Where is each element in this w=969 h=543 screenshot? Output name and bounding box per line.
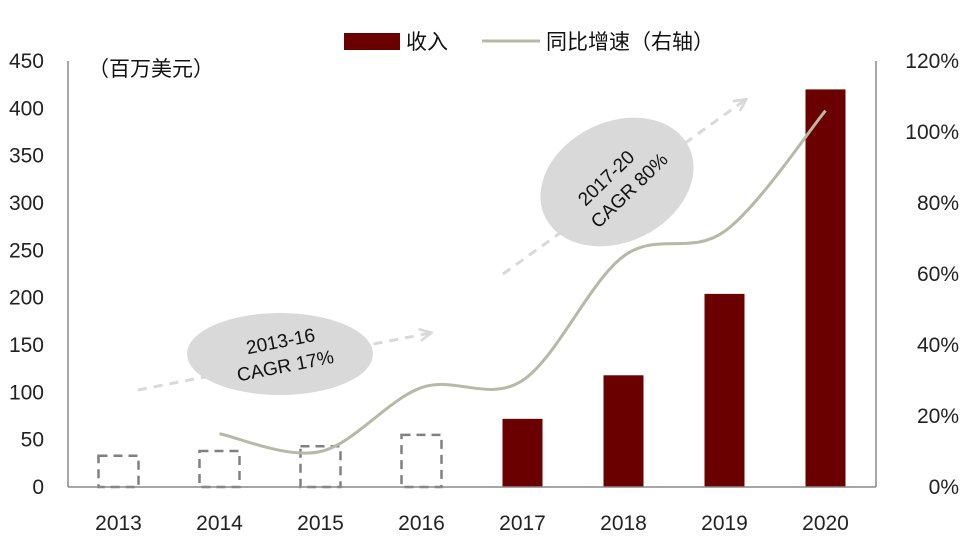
bar-2017 [502, 418, 543, 487]
left-tick-label: 50 [21, 429, 44, 452]
right-tick-label: 120% [905, 50, 959, 73]
right-tick-label: 80% [917, 192, 959, 215]
x-tick-label: 2015 [297, 512, 344, 535]
left-tick-label: 150 [9, 334, 44, 357]
left-tick-label: 300 [9, 192, 44, 215]
x-tick-label: 2016 [398, 512, 445, 535]
annotation-group: 2013-16 CAGR 17% 2017-20 CAGR 80% [137, 93, 745, 395]
x-tick-label: 2017 [499, 512, 546, 535]
left-axis-ticks: 0 50 100 150 200 250 300 350 400 450 [9, 50, 44, 499]
x-tick-label: 2018 [600, 512, 647, 535]
bar-2018 [603, 375, 644, 487]
right-axis-ticks: 0% 20% 40% 60% 80% 100% 120% [905, 50, 959, 499]
x-tick-label: 2013 [95, 512, 142, 535]
bar-2015 [299, 445, 342, 489]
legend: 收入 同比增速（右轴） [344, 30, 714, 54]
x-tick-label: 2014 [196, 512, 243, 535]
right-tick-label: 0% [929, 476, 959, 499]
left-tick-label: 250 [9, 239, 44, 262]
left-tick-label: 100 [9, 381, 44, 404]
left-tick-label: 400 [9, 97, 44, 120]
right-tick-label: 20% [917, 405, 959, 428]
right-tick-label: 60% [917, 263, 959, 286]
annotation-bubble-1 [187, 313, 373, 395]
left-tick-label: 200 [9, 287, 44, 310]
unit-label: （百万美元） [88, 57, 214, 81]
x-tick-label: 2019 [701, 512, 748, 535]
right-tick-label: 100% [905, 121, 959, 144]
bar-2016 [400, 433, 443, 489]
legend-revenue-label: 收入 [406, 30, 448, 54]
x-tick-label: 2020 [802, 512, 849, 535]
bar-2013 [97, 454, 140, 489]
bar-2020 [805, 89, 846, 488]
annotation-bubble-2 [540, 117, 694, 247]
legend-yoy-label: 同比增速（右轴） [546, 30, 714, 54]
bar-2014 [198, 449, 241, 489]
revenue-bars [97, 89, 846, 489]
left-tick-label: 450 [9, 50, 44, 73]
x-axis-ticks: 2013 2014 2015 2016 2017 2018 2019 2020 [95, 512, 849, 535]
bar-2019 [704, 293, 745, 487]
right-tick-label: 40% [917, 334, 959, 357]
growth-line-layer [219, 109, 827, 455]
growth-line [219, 109, 827, 455]
left-tick-label: 0 [32, 476, 44, 499]
legend-revenue-swatch [344, 33, 400, 50]
left-tick-label: 350 [9, 145, 44, 168]
